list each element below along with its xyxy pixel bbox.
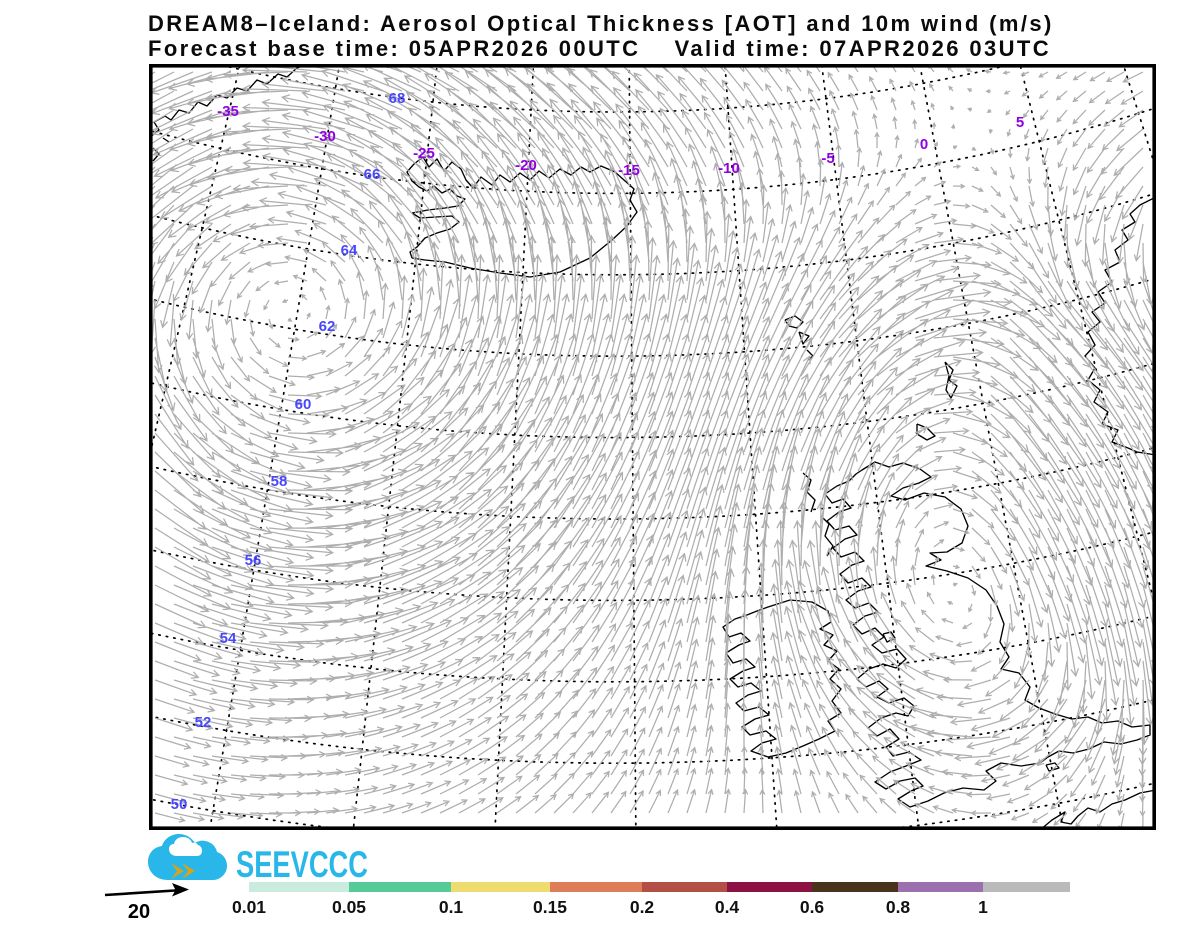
colorbar-tick-label: 0.2	[629, 897, 655, 917]
lat-label-62: 62	[319, 318, 336, 335]
colorbar-segment-0.6	[812, 882, 898, 892]
coastline-ireland	[722, 599, 842, 758]
lat-label-50: 50	[171, 796, 188, 813]
logo-text: SEEVCCC	[236, 844, 368, 885]
coastline-wight	[1045, 762, 1060, 772]
lat-label-66: 66	[364, 166, 381, 183]
colorbar-tick-label: 1	[978, 897, 988, 917]
coastline-gb	[824, 461, 1151, 808]
colorbar-segment-0.8	[898, 882, 983, 892]
colorbar-tick-label: 0.05	[331, 897, 367, 917]
colorbar-tick-label: 0.1	[438, 897, 464, 917]
coastline-hebrides2	[820, 515, 834, 557]
colorbar-tick-label: 0.8	[885, 897, 911, 917]
colorbar-segment-0.15	[550, 882, 642, 892]
lat-label-68: 68	[389, 90, 406, 107]
coastline-man	[882, 631, 896, 643]
lat-label-56: 56	[245, 552, 262, 569]
colorbar-segment-0.2	[642, 882, 727, 892]
coastline-france	[1039, 789, 1156, 830]
map-frame	[149, 64, 1156, 830]
wind-scale-arrowhead-icon	[172, 883, 189, 897]
lat-label-60: 60	[295, 396, 312, 413]
coastline-gisle2	[162, 137, 170, 143]
lat-label-64: 64	[341, 242, 358, 259]
coastline-shetland	[944, 361, 958, 399]
chart-title: DREAM8–Iceland: Aerosol Optical Thicknes…	[148, 11, 1054, 36]
logo-arrow-icon-2	[182, 863, 195, 879]
lon-label--25: -25	[413, 145, 435, 162]
lon-label-5: 5	[1016, 114, 1024, 131]
colorbar-tick-label: 0.6	[799, 897, 825, 917]
map-panel: 68 66 64 62 60 58 56 54 52 50 -35 -30 -25 -20 -15 -10 -5…	[149, 64, 1156, 830]
colorbar-segment-0.4	[727, 882, 812, 892]
lon-label--15: -15	[618, 162, 640, 179]
wind-scale-arrow-shaft	[104, 888, 184, 897]
chart-subtitle: Forecast base time: 05APR2026 00UTC Vali…	[148, 36, 1052, 61]
logo-arrow-icon	[171, 863, 184, 879]
lon-label--35: -35	[217, 103, 239, 120]
seevccc-logo: SEEVCCC	[148, 834, 368, 885]
lon-label--10: -10	[718, 160, 740, 177]
lon-label--5: -5	[821, 150, 834, 167]
lon-label--20: -20	[515, 157, 537, 174]
colorbar-tick-label: 0.15	[532, 897, 568, 917]
lat-label-54: 54	[220, 630, 237, 647]
coastline-norway	[1084, 196, 1156, 456]
lon-label--30: -30	[314, 128, 336, 145]
logo-inner-cloud	[169, 837, 202, 856]
logo-cloud-icon	[148, 834, 227, 880]
lon-label-0: 0	[920, 136, 928, 153]
wind-vector-arrows	[149, 64, 1156, 830]
coastline-iceland	[406, 156, 638, 278]
lat-label-58: 58	[271, 473, 288, 490]
wind-scale: 20	[104, 883, 189, 923]
colorbar-tick-label: 0.4	[714, 897, 740, 917]
lat-label-52: 52	[195, 714, 212, 731]
colorbar-segment-1	[983, 882, 1070, 892]
wind-scale-value: 20	[128, 901, 150, 923]
colorbar-tick-label: 0.01	[231, 897, 267, 917]
